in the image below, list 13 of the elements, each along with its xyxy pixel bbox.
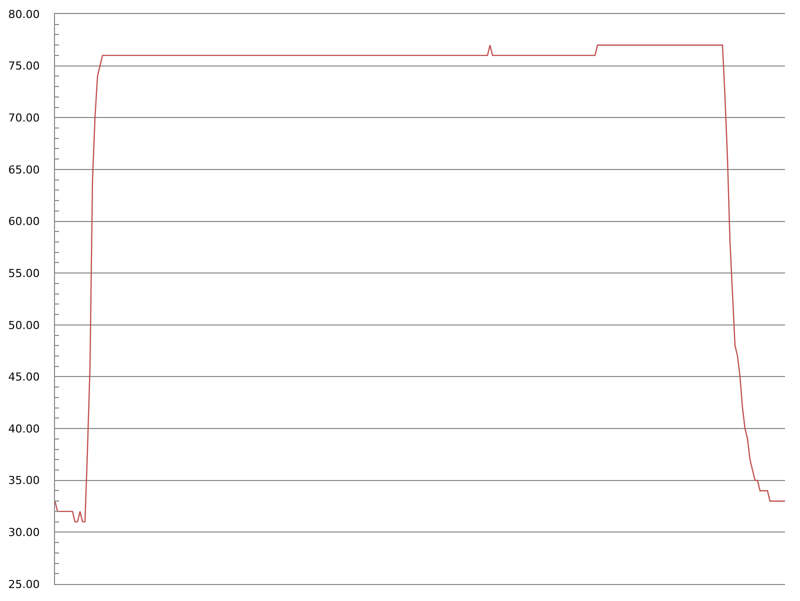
line-series	[55, 44, 785, 522]
y-tick-label: 40.00	[8, 422, 40, 436]
y-tick-label: 30.00	[8, 526, 40, 540]
y-tick-label: 45.00	[8, 370, 40, 384]
y-tick-label: 50.00	[8, 318, 40, 332]
y-tick-label: 60.00	[8, 215, 40, 228]
y-tick-label: 80.00	[8, 8, 40, 21]
y-tick-label: 75.00	[8, 60, 40, 73]
y-tick-label: 70.00	[8, 111, 40, 124]
y-tick-label: 55.00	[8, 266, 40, 280]
y-tick-label: 35.00	[8, 474, 40, 488]
y-tick-label: 65.00	[8, 163, 40, 176]
y-tick-label: 25.00	[8, 578, 40, 591]
